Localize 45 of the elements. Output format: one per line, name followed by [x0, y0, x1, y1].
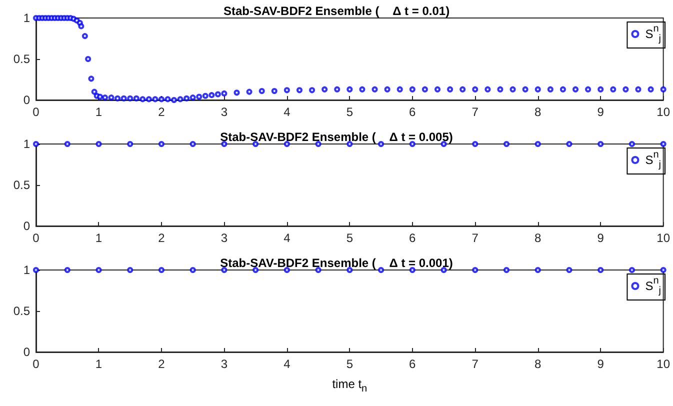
x-tick-label: 9 — [597, 231, 604, 245]
x-tick-label: 6 — [409, 357, 416, 371]
x-tick-label: 4 — [284, 231, 291, 245]
x-tick-label: 0 — [32, 357, 40, 371]
chart-title: Stab-SAV-BDF2 Ensemble ( Δ t = 0.01) — [223, 4, 450, 18]
y-tick-label: 0 — [23, 219, 30, 233]
x-tick-label: 1 — [95, 357, 102, 371]
x-tick-label: 3 — [220, 357, 228, 371]
x-tick-label: 3 — [220, 105, 228, 119]
x-tick-label: 4 — [284, 357, 291, 371]
y-tick-label: 1 — [23, 137, 30, 151]
x-tick-label: 8 — [534, 357, 542, 371]
x-tick-label: 5 — [346, 105, 354, 119]
x-tick-label: 6 — [409, 105, 416, 119]
x-tick-label: 10 — [656, 357, 670, 371]
x-tick-label: 10 — [656, 231, 670, 245]
x-tick-label: 9 — [597, 357, 604, 371]
x-tick-label: 10 — [656, 105, 670, 119]
x-tick-label: 8 — [534, 231, 542, 245]
x-tick-label: 7 — [472, 231, 479, 245]
x-tick-label: 5 — [346, 231, 354, 245]
x-tick-label: 2 — [158, 357, 166, 371]
y-tick-label: 0 — [23, 345, 30, 359]
x-tick-label: 2 — [158, 231, 166, 245]
x-tick-label: 7 — [472, 105, 479, 119]
chart-title: Stab-SAV-BDF2 Ensemble ( Δ t = 0.005) — [220, 130, 453, 144]
y-tick-label: 1 — [23, 11, 30, 25]
x-tick-label: 4 — [284, 105, 291, 119]
x-tick-label: 2 — [158, 105, 166, 119]
y-tick-label: 1 — [23, 263, 30, 277]
x-tick-label: 1 — [95, 231, 102, 245]
y-tick-label: 0.5 — [13, 304, 30, 318]
y-tick-label: 0 — [23, 93, 30, 107]
x-tick-label: 7 — [472, 357, 479, 371]
x-tick-label: 0 — [32, 231, 40, 245]
x-tick-label: 0 — [32, 105, 40, 119]
chart-title: Stab-SAV-BDF2 Ensemble ( Δ t = 0.001) — [220, 256, 453, 270]
x-tick-label: 6 — [409, 231, 416, 245]
y-tick-label: 0.5 — [13, 52, 30, 66]
y-tick-label: 0.5 — [13, 178, 30, 192]
x-tick-label: 1 — [95, 105, 102, 119]
x-tick-label: 3 — [220, 231, 228, 245]
x-tick-label: 5 — [346, 357, 354, 371]
x-tick-label: 9 — [597, 105, 604, 119]
x-tick-label: 8 — [534, 105, 542, 119]
